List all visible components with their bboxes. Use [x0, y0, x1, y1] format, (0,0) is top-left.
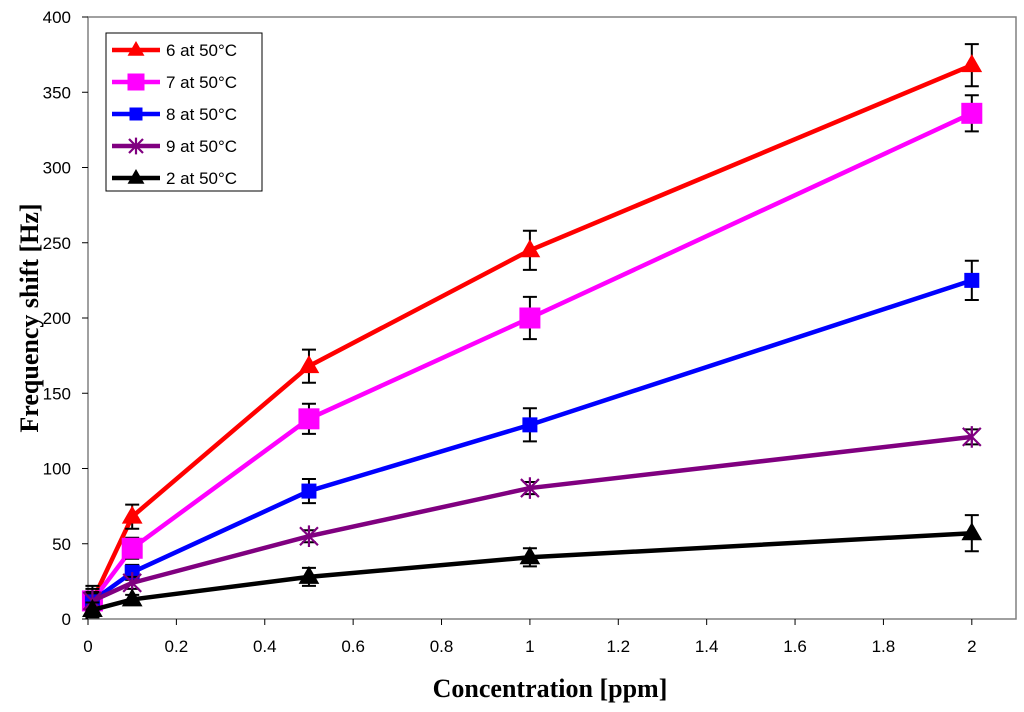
data-point-marker: [298, 565, 320, 584]
x-axis-title: Concentration [ppm]: [433, 674, 668, 703]
x-tick-label: 0.8: [430, 637, 454, 656]
legend-label: 2 at 50°C: [166, 169, 237, 188]
x-tick-label: 1.6: [783, 637, 807, 656]
data-point-marker: [519, 239, 541, 258]
data-point-marker: [121, 588, 143, 607]
data-point-marker: [298, 408, 320, 430]
y-tick-label: 400: [43, 8, 71, 27]
y-tick-label: 250: [43, 234, 71, 253]
data-point-marker: [519, 307, 541, 329]
data-point-marker: [962, 426, 982, 448]
x-tick-label: 0.4: [253, 637, 277, 656]
data-point-marker: [299, 525, 319, 548]
y-tick-label: 150: [43, 384, 71, 403]
x-tick-label: 0: [83, 637, 92, 656]
y-tick-label: 350: [43, 83, 71, 102]
data-point-marker: [522, 417, 538, 433]
y-tick-label: 100: [43, 460, 71, 479]
data-point-marker: [128, 137, 144, 155]
legend-label: 9 at 50°C: [166, 137, 237, 156]
data-point-marker: [127, 40, 145, 56]
x-tick-label: 1.4: [695, 637, 719, 656]
x-tick-label: 2: [967, 637, 976, 656]
data-point-marker: [129, 107, 143, 121]
x-tick-label: 0.2: [165, 637, 189, 656]
data-point-marker: [82, 598, 103, 617]
x-tick-label: 0.6: [341, 637, 365, 656]
y-tick-label: 200: [43, 309, 71, 328]
x-tick-label: 1.2: [606, 637, 630, 656]
data-point-marker: [301, 483, 317, 499]
data-point-marker: [519, 546, 541, 565]
y-tick-label: 300: [43, 159, 71, 178]
data-point-marker: [961, 522, 983, 541]
data-point-marker: [961, 54, 983, 73]
series: [81, 94, 983, 614]
y-axis-title: Frequency shift [Hz]: [15, 203, 44, 432]
y-tick-label: 50: [52, 535, 71, 554]
y-tick-label: 0: [62, 610, 71, 629]
legend-label: 7 at 50°C: [166, 73, 237, 92]
data-point-marker: [127, 168, 145, 184]
series: [82, 426, 982, 612]
data-point-marker: [964, 272, 980, 288]
x-tick-label: 1.8: [872, 637, 896, 656]
data-point-marker: [961, 102, 983, 124]
data-point-marker: [520, 477, 540, 499]
legend-label: 6 at 50°C: [166, 41, 237, 60]
data-point-marker: [298, 355, 320, 374]
series: [82, 514, 983, 619]
data-point-marker: [121, 537, 143, 559]
legend-label: 8 at 50°C: [166, 105, 237, 124]
data-point-marker: [127, 73, 145, 91]
legend: 6 at 50°C 7 at 50°C 8 at 50°C 9 at 50°C 2 at…: [105, 32, 263, 192]
x-tick-label: 1: [525, 637, 534, 656]
data-point-marker: [121, 505, 143, 524]
